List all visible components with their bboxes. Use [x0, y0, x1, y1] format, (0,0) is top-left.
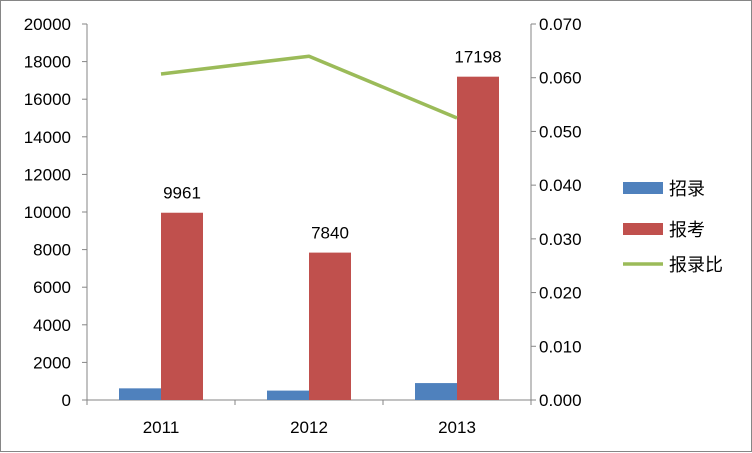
data-label: 7840 — [311, 224, 349, 243]
legend-label: 报考 — [669, 220, 705, 241]
legend-label: 报录比 — [669, 255, 723, 276]
y2-tick-label: 0.050 — [539, 122, 582, 141]
y-tick-label: 10000 — [24, 203, 71, 222]
y-tick-label: 12000 — [24, 165, 71, 184]
line-报录比 — [160, 54, 458, 120]
y2-tick-label: 0.010 — [539, 337, 582, 356]
bar-招录-2011 — [119, 388, 161, 400]
y-tick-label: 18000 — [24, 53, 71, 72]
bar-招录-2012 — [267, 390, 309, 400]
y2-tick-label: 0.000 — [539, 391, 582, 410]
data-label: 9961 — [163, 184, 201, 203]
data-label: 17198 — [454, 48, 501, 67]
bar-报考-2013 — [457, 76, 499, 400]
bar-招录-2013 — [415, 383, 457, 400]
legend-swatch — [623, 182, 663, 194]
x-tick-label: 2011 — [143, 418, 180, 437]
legend-swatch — [623, 223, 663, 235]
y-tick-label: 4000 — [33, 316, 71, 335]
y2-tick-label: 0.040 — [539, 176, 582, 195]
y2-tick-label: 0.060 — [539, 69, 582, 88]
bars — [119, 76, 499, 400]
primary-y-axis: 0 2000 4000 6000 8000 10000 12000 14000 16000 180… — [24, 15, 87, 410]
legend-label: 招录 — [669, 179, 705, 200]
x-axis: 2011 2012 2013 — [86, 400, 532, 437]
y-tick-label: 14000 — [24, 128, 71, 147]
y2-tick-label: 0.020 — [539, 284, 582, 303]
y2-tick-label: 0.030 — [539, 230, 582, 249]
bar-报考-2011 — [161, 212, 203, 400]
data-labels: 9961 7840 17198 — [163, 48, 502, 243]
x-tick-label: 2013 — [438, 418, 476, 437]
y-tick-label: 8000 — [33, 241, 71, 260]
bar-报考-2012 — [309, 252, 351, 400]
y2-tick-label: 0.070 — [539, 15, 582, 34]
x-tick-label: 2012 — [290, 418, 328, 437]
y-tick-label: 6000 — [33, 278, 71, 297]
line-layer — [160, 54, 458, 120]
y-tick-label: 2000 — [33, 353, 71, 372]
y-tick-label: 0 — [62, 391, 71, 410]
y-tick-label: 16000 — [24, 90, 71, 109]
y-tick-label: 20000 — [24, 15, 71, 34]
secondary-y-axis: 0.000 0.010 0.020 0.030 0.040 0.050 0.060 0.070 — [531, 15, 582, 410]
